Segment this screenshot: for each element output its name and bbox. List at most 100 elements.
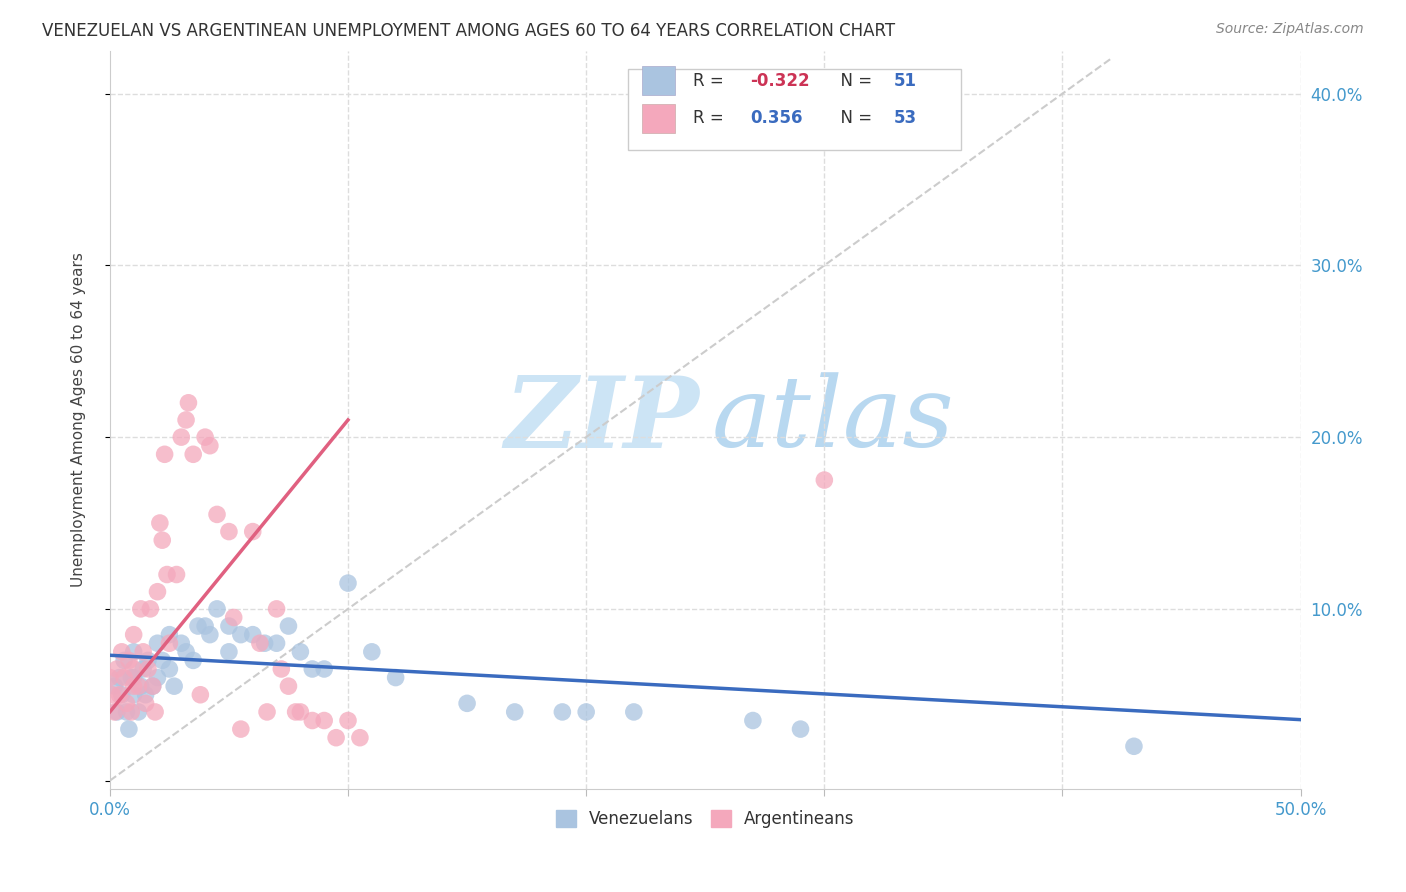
Point	[132, 662, 155, 676]
Point	[218, 645, 240, 659]
Point	[111, 645, 134, 659]
Point	[120, 671, 142, 685]
Point	[115, 705, 138, 719]
Point	[266, 636, 288, 650]
Point	[135, 697, 157, 711]
Point	[242, 627, 264, 641]
Point	[174, 413, 197, 427]
Y-axis label: Unemployment Among Ages 60 to 64 years: Unemployment Among Ages 60 to 64 years	[72, 252, 86, 588]
Point	[284, 705, 307, 719]
Point	[120, 705, 142, 719]
Point	[150, 533, 173, 548]
Text: ZIP: ZIP	[505, 372, 699, 468]
Point	[150, 653, 173, 667]
Point	[253, 636, 276, 650]
Point	[139, 602, 162, 616]
Point	[266, 602, 288, 616]
Text: 53: 53	[893, 109, 917, 127]
Text: N =: N =	[831, 109, 877, 127]
Text: atlas: atlas	[711, 372, 953, 467]
Point	[789, 722, 811, 736]
Point	[129, 602, 152, 616]
Point	[349, 731, 371, 745]
Point	[142, 679, 165, 693]
Point	[115, 697, 138, 711]
Point	[136, 653, 159, 667]
Point	[170, 636, 193, 650]
Point	[218, 619, 240, 633]
Point	[122, 662, 145, 676]
FancyBboxPatch shape	[628, 70, 962, 151]
Point	[129, 679, 152, 693]
Point	[135, 688, 157, 702]
Point	[256, 705, 278, 719]
Point	[575, 705, 598, 719]
Point	[136, 662, 159, 676]
Point	[98, 671, 121, 685]
Point	[108, 688, 131, 702]
Point	[157, 627, 180, 641]
Point	[277, 619, 299, 633]
Point	[143, 705, 166, 719]
Point	[112, 653, 135, 667]
Text: -0.322: -0.322	[751, 71, 810, 90]
Point	[242, 524, 264, 539]
Point	[127, 705, 149, 719]
Text: N =: N =	[831, 71, 877, 90]
Point	[105, 705, 128, 719]
Point	[222, 610, 245, 624]
Point	[623, 705, 645, 719]
Point	[551, 705, 574, 719]
Point	[122, 679, 145, 693]
Point	[249, 636, 271, 650]
Point	[229, 627, 252, 641]
Point	[277, 679, 299, 693]
Point	[122, 671, 145, 685]
Point	[118, 653, 141, 667]
Point	[118, 722, 141, 736]
Text: R =: R =	[693, 71, 730, 90]
Point	[218, 524, 240, 539]
Point	[132, 645, 155, 659]
Point	[314, 714, 336, 728]
Point	[122, 627, 145, 641]
Point	[127, 679, 149, 693]
FancyBboxPatch shape	[643, 66, 675, 95]
Point	[229, 722, 252, 736]
Point	[205, 508, 228, 522]
Point	[290, 645, 312, 659]
Point	[181, 447, 204, 461]
Point	[153, 447, 176, 461]
Text: VENEZUELAN VS ARGENTINEAN UNEMPLOYMENT AMONG AGES 60 TO 64 YEARS CORRELATION CHA: VENEZUELAN VS ARGENTINEAN UNEMPLOYMENT A…	[42, 22, 896, 40]
Point	[1123, 739, 1146, 754]
Point	[198, 439, 221, 453]
Legend: Venezuelans, Argentineans: Venezuelans, Argentineans	[548, 801, 863, 837]
Point	[290, 705, 312, 719]
Point	[177, 396, 200, 410]
Point	[105, 662, 128, 676]
Point	[194, 430, 217, 444]
Point	[503, 705, 526, 719]
Point	[337, 576, 360, 591]
Point	[314, 662, 336, 676]
Point	[270, 662, 292, 676]
Point	[122, 645, 145, 659]
Point	[142, 679, 165, 693]
Point	[156, 567, 179, 582]
Point	[181, 653, 204, 667]
Point	[157, 662, 180, 676]
Text: Source: ZipAtlas.com: Source: ZipAtlas.com	[1216, 22, 1364, 37]
Point	[301, 662, 323, 676]
Point	[146, 671, 169, 685]
Point	[157, 636, 180, 650]
Point	[122, 688, 145, 702]
Point	[146, 584, 169, 599]
Point	[112, 671, 135, 685]
Point	[741, 714, 763, 728]
Point	[174, 645, 197, 659]
Point	[163, 679, 186, 693]
Point	[194, 619, 217, 633]
Point	[384, 671, 406, 685]
Point	[104, 679, 127, 693]
Text: 0.356: 0.356	[751, 109, 803, 127]
